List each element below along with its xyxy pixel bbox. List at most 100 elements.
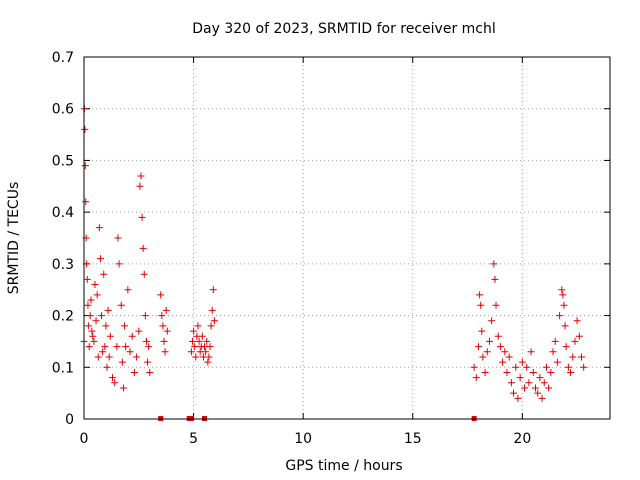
data-point bbox=[569, 353, 577, 361]
x-tick-label: 20 bbox=[513, 431, 531, 447]
data-point bbox=[187, 348, 195, 356]
data-point bbox=[108, 374, 116, 382]
axis-ticks: 0 0.1 0.2 0.3 0.4 0.5 0.6 0.7 0 5 10 15 20 bbox=[52, 50, 610, 447]
data-point bbox=[472, 374, 480, 382]
data-point bbox=[549, 348, 557, 356]
data-point bbox=[198, 332, 206, 340]
x-axis-label: GPS time / hours bbox=[285, 458, 402, 474]
data-point bbox=[119, 384, 127, 392]
data-point bbox=[510, 389, 518, 397]
data-point bbox=[499, 358, 507, 366]
data-point bbox=[560, 301, 568, 309]
data-point bbox=[527, 348, 535, 356]
data-point bbox=[556, 312, 564, 320]
data-point bbox=[141, 312, 149, 320]
data-point bbox=[494, 332, 502, 340]
data-point bbox=[88, 327, 96, 335]
plot-frame bbox=[83, 56, 611, 420]
data-point bbox=[89, 332, 97, 340]
data-point bbox=[100, 270, 108, 278]
y-tick-label: 0.7 bbox=[52, 50, 74, 66]
data-point bbox=[542, 363, 550, 371]
data-point bbox=[525, 379, 533, 387]
data-point bbox=[479, 353, 487, 361]
data-point bbox=[553, 358, 561, 366]
data-point bbox=[573, 317, 581, 325]
data-point bbox=[138, 213, 146, 221]
data-point bbox=[209, 286, 217, 294]
data-point bbox=[477, 301, 485, 309]
x-tick-label: 10 bbox=[294, 431, 312, 447]
data-point bbox=[210, 317, 218, 325]
data-point bbox=[130, 368, 138, 376]
y-tick-label: 0.5 bbox=[52, 153, 74, 169]
y-tick-label: 0 bbox=[65, 412, 74, 428]
data-point bbox=[475, 343, 482, 351]
x-tick-label: 15 bbox=[404, 431, 422, 447]
y-axis-label: SRMTID / TECUs bbox=[6, 182, 22, 295]
data-point bbox=[83, 275, 91, 283]
data-point bbox=[488, 317, 496, 325]
data-point bbox=[104, 306, 112, 314]
data-point bbox=[188, 337, 196, 345]
data-point bbox=[575, 332, 583, 340]
data-point bbox=[145, 343, 153, 351]
data-point bbox=[162, 306, 170, 314]
data-point bbox=[578, 353, 586, 361]
data-point bbox=[505, 353, 513, 361]
data-point bbox=[140, 270, 148, 278]
data-point bbox=[92, 317, 100, 325]
data-point bbox=[135, 327, 143, 335]
data-point bbox=[208, 306, 216, 314]
data-point bbox=[95, 224, 103, 232]
series-group bbox=[470, 260, 588, 402]
data-point bbox=[121, 322, 129, 330]
data-point bbox=[470, 363, 478, 371]
data-point bbox=[128, 332, 136, 340]
data-point bbox=[82, 198, 90, 206]
data-point bbox=[139, 244, 147, 252]
data-point bbox=[137, 172, 145, 180]
data-point bbox=[191, 343, 199, 351]
data-point bbox=[485, 337, 493, 345]
data-point bbox=[540, 379, 548, 387]
data-point bbox=[538, 394, 546, 402]
data-point bbox=[98, 312, 106, 320]
y-tick-label: 0.4 bbox=[52, 205, 74, 221]
data-point bbox=[496, 343, 504, 351]
data-point bbox=[113, 343, 121, 351]
data-point bbox=[81, 162, 89, 170]
data-point bbox=[503, 368, 511, 376]
y-tick-label: 0.3 bbox=[52, 257, 74, 273]
data-point bbox=[93, 291, 101, 299]
data-point bbox=[133, 353, 141, 361]
data-point bbox=[521, 384, 529, 392]
data-point bbox=[99, 348, 107, 356]
data-point bbox=[562, 343, 570, 351]
data-point bbox=[207, 322, 215, 330]
data-point bbox=[483, 348, 491, 356]
data-point bbox=[160, 337, 168, 345]
data-point bbox=[518, 358, 526, 366]
data-point bbox=[114, 234, 122, 242]
data-point bbox=[90, 337, 98, 345]
data-point bbox=[86, 312, 94, 320]
series-group bbox=[80, 105, 171, 392]
data-point bbox=[81, 125, 89, 133]
data-point bbox=[478, 327, 486, 335]
data-point bbox=[490, 260, 498, 268]
data-point bbox=[580, 363, 588, 371]
data-point bbox=[491, 275, 499, 283]
data-point bbox=[204, 358, 212, 366]
data-point bbox=[144, 358, 152, 366]
data-point bbox=[492, 301, 500, 309]
data-point bbox=[206, 343, 214, 351]
y-tick-label: 0.1 bbox=[52, 360, 74, 376]
data-point bbox=[547, 368, 555, 376]
data-point bbox=[529, 368, 537, 376]
data-point bbox=[124, 286, 132, 294]
data-point bbox=[103, 363, 111, 371]
x-tick-label: 0 bbox=[80, 431, 89, 447]
data-point bbox=[205, 353, 213, 361]
